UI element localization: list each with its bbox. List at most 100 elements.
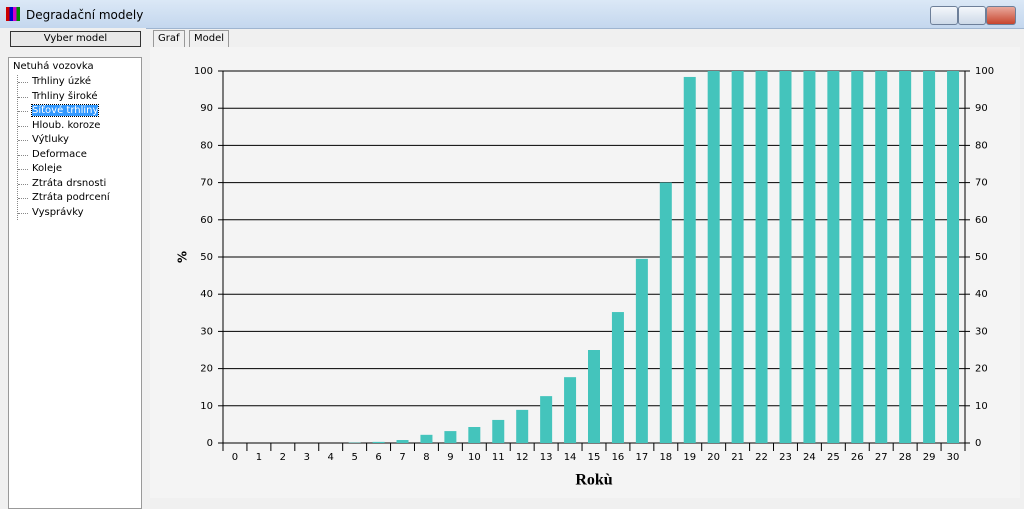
tree-item[interactable]: Vysprávky bbox=[18, 206, 110, 221]
bar bbox=[708, 71, 720, 443]
y2-tick-label: 50 bbox=[975, 252, 988, 263]
tab[interactable]: Graf bbox=[153, 30, 185, 47]
bar bbox=[540, 396, 552, 443]
x-tick-label: 10 bbox=[468, 452, 481, 463]
y-tick-label: 0 bbox=[207, 438, 213, 449]
minimize-button[interactable] bbox=[930, 6, 958, 25]
x-tick-label: 28 bbox=[899, 452, 912, 463]
x-tick-label: 22 bbox=[755, 452, 768, 463]
tree-item[interactable]: Trhliny široké bbox=[18, 90, 110, 105]
tree-item-label: Koleje bbox=[32, 163, 62, 174]
bar bbox=[612, 312, 624, 443]
y-tick-label: 30 bbox=[200, 326, 213, 337]
bar bbox=[660, 183, 672, 443]
x-tick-label: 24 bbox=[803, 452, 816, 463]
x-tick-label: 18 bbox=[659, 452, 672, 463]
y-tick-label: 90 bbox=[200, 103, 213, 114]
x-tick-label: 5 bbox=[351, 452, 357, 463]
x-tick-label: 21 bbox=[731, 452, 744, 463]
page: Degradační modely Vyber model Netuhá voz… bbox=[0, 0, 1024, 498]
x-tick-label: 8 bbox=[423, 452, 429, 463]
y-tick-label: 20 bbox=[200, 364, 213, 375]
bar bbox=[636, 259, 648, 443]
select-model-button[interactable]: Vyber model bbox=[10, 31, 141, 47]
tree-item-label: Trhliny úzké bbox=[32, 76, 91, 87]
x-tick-label: 20 bbox=[707, 452, 720, 463]
tab[interactable]: Model bbox=[189, 30, 229, 47]
x-tick-label: 26 bbox=[851, 452, 864, 463]
x-tick-label: 13 bbox=[540, 452, 553, 463]
bar bbox=[875, 71, 887, 443]
bar bbox=[756, 71, 768, 443]
x-tick-label: 27 bbox=[875, 452, 888, 463]
tree-item[interactable]: Hloub. koroze bbox=[18, 119, 110, 134]
x-tick-label: 23 bbox=[779, 452, 792, 463]
bar bbox=[851, 71, 863, 443]
tree-item[interactable]: Koleje bbox=[18, 162, 110, 177]
bar bbox=[779, 71, 791, 443]
bar bbox=[564, 377, 576, 443]
x-tick-label: 4 bbox=[328, 452, 334, 463]
tree-item[interactable]: Síťové trhliny bbox=[18, 104, 110, 119]
bar bbox=[492, 420, 504, 443]
tree-item[interactable]: Deformace bbox=[18, 148, 110, 163]
x-tick-label: 17 bbox=[636, 452, 649, 463]
x-tick-label: 29 bbox=[923, 452, 936, 463]
x-tick-label: 2 bbox=[280, 452, 286, 463]
x-tick-label: 0 bbox=[232, 452, 238, 463]
y2-tick-label: 80 bbox=[975, 140, 988, 151]
y2-tick-label: 0 bbox=[975, 438, 981, 449]
bar bbox=[732, 71, 744, 443]
tree-list: Trhliny úzké Trhliny široké Síťové trhliny… bbox=[17, 75, 110, 220]
y2-tick-label: 10 bbox=[975, 401, 988, 412]
bar bbox=[397, 440, 409, 443]
x-tick-label: 7 bbox=[399, 452, 405, 463]
y2-tick-label: 30 bbox=[975, 326, 988, 337]
y-tick-label: 10 bbox=[200, 401, 213, 412]
y-tick-label: 50 bbox=[200, 252, 213, 263]
bar bbox=[803, 71, 815, 443]
bar bbox=[468, 427, 480, 443]
x-tick-label: 16 bbox=[612, 452, 625, 463]
tree-view: Netuhá vozovka Trhliny úzké Trhliny širok… bbox=[8, 57, 142, 509]
tree-item-label: Ztráta podrcení bbox=[32, 192, 110, 203]
bar bbox=[516, 410, 528, 443]
chart: 0102030405060708090100010203040506070809… bbox=[150, 47, 1020, 498]
tree-item-label: Trhliny široké bbox=[32, 91, 98, 102]
tree-item[interactable]: Trhliny úzké bbox=[18, 75, 110, 90]
app-icon bbox=[6, 7, 20, 21]
tree-root[interactable]: Netuhá vozovka bbox=[13, 61, 94, 72]
x-tick-label: 15 bbox=[588, 452, 601, 463]
y-tick-label: 70 bbox=[200, 178, 213, 189]
y-axis-label: % bbox=[176, 251, 190, 263]
close-button[interactable] bbox=[986, 6, 1016, 25]
y2-tick-label: 20 bbox=[975, 364, 988, 375]
bar bbox=[444, 431, 456, 443]
maximize-button[interactable] bbox=[958, 6, 986, 25]
tree-item-label: Hloub. koroze bbox=[32, 120, 100, 131]
y2-tick-label: 40 bbox=[975, 289, 988, 300]
tree-item-label: Výtluky bbox=[32, 134, 69, 145]
bar bbox=[923, 71, 935, 443]
x-tick-label: 11 bbox=[492, 452, 505, 463]
y2-tick-label: 90 bbox=[975, 103, 988, 114]
x-tick-label: 30 bbox=[947, 452, 960, 463]
y-tick-label: 40 bbox=[200, 289, 213, 300]
bar bbox=[588, 350, 600, 443]
tree-item[interactable]: Výtluky bbox=[18, 133, 110, 148]
bar bbox=[827, 71, 839, 443]
tree-item[interactable]: Ztráta podrcení bbox=[18, 191, 110, 206]
y2-tick-label: 100 bbox=[975, 66, 994, 77]
y-tick-label: 60 bbox=[200, 215, 213, 226]
bar bbox=[420, 435, 432, 443]
y-tick-label: 80 bbox=[200, 140, 213, 151]
tree-item[interactable]: Ztráta drsnosti bbox=[18, 177, 110, 192]
y2-tick-label: 70 bbox=[975, 178, 988, 189]
tree-item-label: Deformace bbox=[32, 149, 87, 160]
x-tick-label: 1 bbox=[256, 452, 262, 463]
bar bbox=[947, 71, 959, 443]
tree-item-label: Síťové trhliny bbox=[32, 105, 98, 116]
bar bbox=[684, 77, 696, 443]
window-title: Degradační modely bbox=[26, 8, 143, 22]
